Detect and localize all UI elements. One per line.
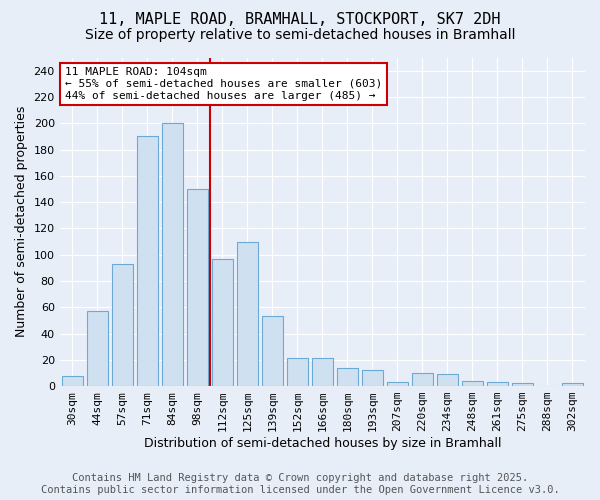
Bar — [137, 136, 158, 386]
Text: 11 MAPLE ROAD: 104sqm
← 55% of semi-detached houses are smaller (603)
44% of sem: 11 MAPLE ROAD: 104sqm ← 55% of semi-deta… — [65, 68, 382, 100]
Bar — [312, 358, 333, 386]
Bar — [512, 384, 533, 386]
Text: Size of property relative to semi-detached houses in Bramhall: Size of property relative to semi-detach… — [85, 28, 515, 42]
Bar — [387, 382, 408, 386]
Bar — [412, 373, 433, 386]
Y-axis label: Number of semi-detached properties: Number of semi-detached properties — [15, 106, 28, 338]
Bar — [562, 384, 583, 386]
Bar — [262, 316, 283, 386]
Bar — [86, 311, 108, 386]
X-axis label: Distribution of semi-detached houses by size in Bramhall: Distribution of semi-detached houses by … — [143, 437, 501, 450]
Bar — [62, 376, 83, 386]
Text: Contains HM Land Registry data © Crown copyright and database right 2025.
Contai: Contains HM Land Registry data © Crown c… — [41, 474, 559, 495]
Bar — [212, 258, 233, 386]
Bar — [487, 382, 508, 386]
Bar — [287, 358, 308, 386]
Bar — [187, 189, 208, 386]
Bar — [112, 264, 133, 386]
Bar — [437, 374, 458, 386]
Text: 11, MAPLE ROAD, BRAMHALL, STOCKPORT, SK7 2DH: 11, MAPLE ROAD, BRAMHALL, STOCKPORT, SK7… — [99, 12, 501, 28]
Bar — [337, 368, 358, 386]
Bar — [236, 242, 258, 386]
Bar — [462, 381, 483, 386]
Bar — [161, 123, 183, 386]
Bar — [362, 370, 383, 386]
